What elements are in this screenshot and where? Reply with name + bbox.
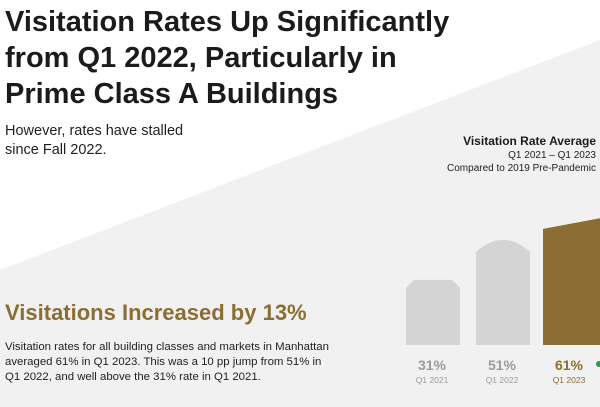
chart-header: Visitation Rate Average Q1 2021 – Q1 202… bbox=[447, 134, 596, 175]
chart-subtitle-line-1: Q1 2021 – Q1 2023 bbox=[508, 150, 596, 161]
bar-q1-2021 bbox=[406, 279, 460, 345]
value-label: 61% bbox=[555, 357, 584, 373]
summary-body: Visitation rates for all building classe… bbox=[5, 340, 329, 385]
page-subtitle: However, rates have stalled since Fall 2… bbox=[5, 122, 183, 160]
summary-body-line-2: averaged 61% in Q1 2023. This was a 10 p… bbox=[5, 356, 322, 368]
category-label: Q1 2023 bbox=[553, 375, 586, 385]
page-title-line-1: Visitation Rates Up Significantly bbox=[5, 6, 450, 38]
page-title-line-2: from Q1 2022, Particularly in bbox=[5, 42, 397, 74]
chart-subtitle-line-2: Compared to 2019 Pre-Pandemic bbox=[447, 163, 596, 174]
summary-body-line-3: Q1 2022, and well above the 31% rate in … bbox=[5, 371, 261, 383]
summary-body-line-1: Visitation rates for all building classe… bbox=[5, 341, 329, 353]
page-title-line-3: Prime Class A Buildings bbox=[5, 78, 339, 110]
category-label: Q1 2022 bbox=[486, 375, 519, 385]
bar-q1-2022 bbox=[476, 239, 530, 345]
category-label: Q1 2021 bbox=[416, 375, 449, 385]
value-label: 51% bbox=[488, 357, 517, 373]
value-label: 31% bbox=[418, 357, 447, 373]
bar-q1-2023 bbox=[543, 218, 600, 345]
status-dot bbox=[596, 361, 600, 367]
page-subtitle-line-2: since Fall 2022. bbox=[5, 142, 107, 158]
page-title: Visitation Rates Up Significantly from Q… bbox=[5, 4, 475, 112]
chart-title: Visitation Rate Average bbox=[463, 134, 596, 148]
summary-heading: Visitations Increased by 13% bbox=[5, 300, 307, 325]
page-subtitle-line-1: However, rates have stalled bbox=[5, 123, 184, 139]
